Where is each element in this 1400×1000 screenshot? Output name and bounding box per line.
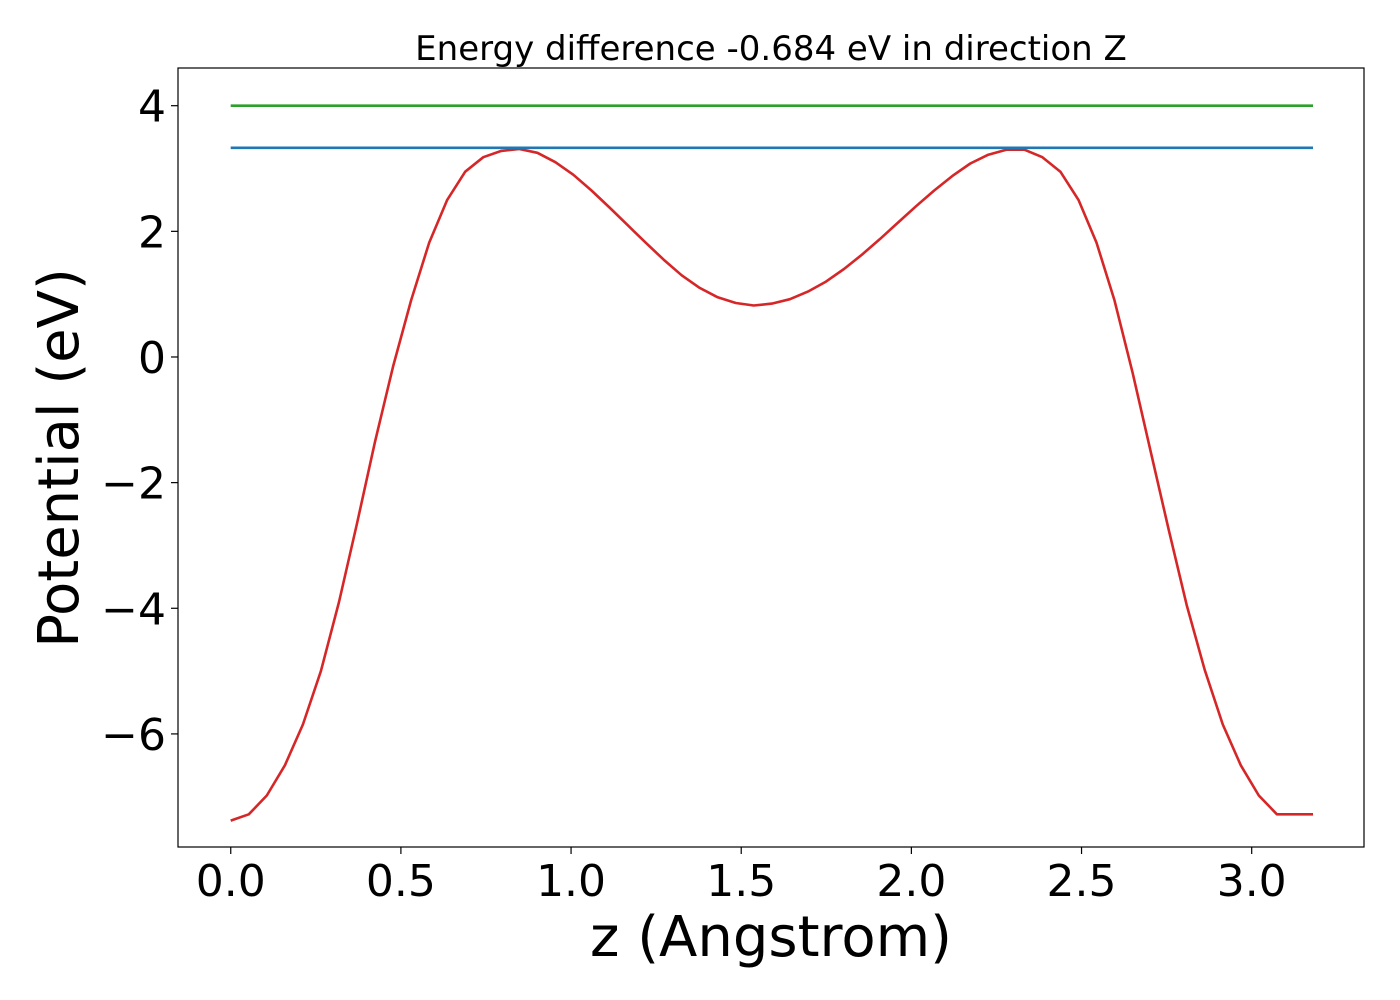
series-layer [230, 104, 1313, 822]
x-axis-label: z (Angstrom) [590, 905, 952, 970]
chart-title: Energy difference -0.684 eV in direction… [415, 29, 1127, 69]
y-tick-layer: 4 2 0 −2 −4 −6 [101, 82, 178, 761]
x-tick-label: 0.0 [196, 856, 266, 907]
series-line-0 [230, 147, 1313, 822]
y-axis-label: Potential (eV) [27, 268, 92, 648]
y-tick-label: 4 [138, 82, 166, 133]
y-tick-label: −6 [101, 710, 166, 761]
x-tick-layer: 0.0 0.5 1.0 1.5 2.0 2.5 3.0 [196, 847, 1287, 907]
plot-frame [177, 67, 1365, 848]
x-tick-label: 1.0 [536, 856, 606, 907]
x-tick-label: 3.0 [1217, 856, 1287, 907]
y-tick-label: −2 [101, 459, 166, 510]
y-tick-label: 0 [138, 333, 166, 384]
x-tick-label: 2.5 [1047, 856, 1117, 907]
x-tick-label: 2.0 [876, 856, 946, 907]
y-tick-label: −4 [101, 584, 166, 635]
y-tick-label: 2 [138, 207, 166, 258]
x-tick-label: 0.5 [366, 856, 436, 907]
x-tick-label: 1.5 [706, 856, 776, 907]
